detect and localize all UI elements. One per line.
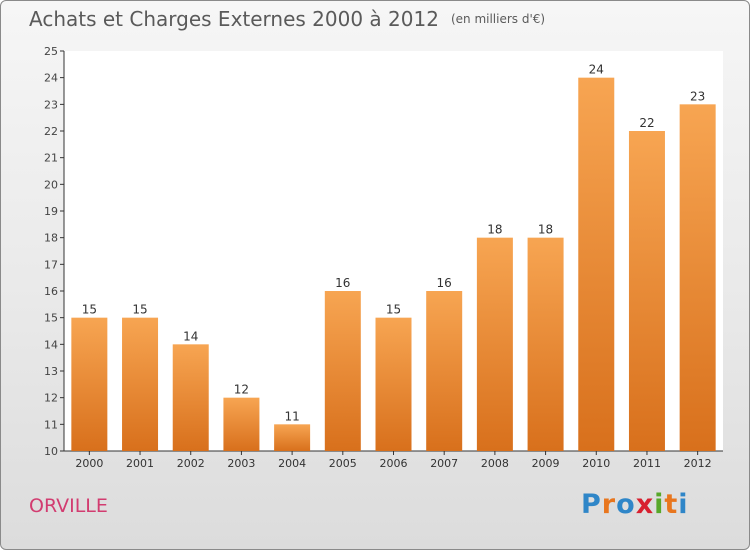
- bar: [679, 104, 716, 451]
- x-tick-label: 2007: [430, 457, 458, 470]
- bar-value-label: 15: [386, 303, 401, 317]
- y-tick-label: 22: [44, 125, 58, 138]
- bar-value-label: 16: [437, 276, 452, 290]
- y-tick-label: 13: [44, 365, 58, 378]
- y-tick-label: 14: [44, 338, 58, 351]
- x-tick-label: 2003: [227, 457, 255, 470]
- bar: [324, 291, 361, 451]
- y-tick-label: 10: [44, 445, 58, 458]
- x-tick-label: 2008: [481, 457, 509, 470]
- chart-title: Achats et Charges Externes 2000 à 2012 (e…: [29, 7, 545, 31]
- bar: [122, 317, 159, 451]
- x-tick-label: 2010: [582, 457, 610, 470]
- x-tick-label: 2006: [380, 457, 408, 470]
- chart-unit: (en milliers d'€): [450, 12, 546, 26]
- x-tick-label: 2001: [126, 457, 154, 470]
- y-tick-label: 24: [44, 72, 58, 85]
- bar-value-label: 24: [589, 63, 604, 77]
- bar-value-label: 11: [284, 409, 299, 423]
- bar: [476, 237, 513, 451]
- bar-value-label: 22: [639, 116, 654, 130]
- bar-value-label: 16: [335, 276, 350, 290]
- chart-title-text: Achats et Charges Externes 2000 à 2012: [29, 7, 439, 31]
- bar-value-label: 12: [234, 383, 249, 397]
- x-tick-label: 2012: [684, 457, 712, 470]
- x-tick-label: 2009: [532, 457, 560, 470]
- bar-value-label: 23: [690, 89, 705, 103]
- y-tick-label: 15: [44, 312, 58, 325]
- y-tick-label: 19: [44, 205, 58, 218]
- bar: [223, 397, 260, 451]
- bar: [375, 317, 412, 451]
- bar-value-label: 18: [538, 223, 553, 237]
- bar-value-label: 15: [132, 303, 147, 317]
- x-tick-label: 2011: [633, 457, 661, 470]
- bar: [527, 237, 564, 451]
- x-tick-label: 2002: [177, 457, 205, 470]
- y-tick-label: 12: [44, 392, 58, 405]
- bar: [71, 317, 108, 451]
- y-tick-label: 18: [44, 232, 58, 245]
- proxiti-logo: Proxiti: [581, 489, 689, 520]
- x-tick-label: 2004: [278, 457, 306, 470]
- y-tick-label: 17: [44, 258, 58, 271]
- y-tick-label: 23: [44, 98, 58, 111]
- y-tick-label: 21: [44, 152, 58, 165]
- bar: [578, 77, 615, 452]
- y-tick-label: 11: [44, 418, 58, 431]
- bar-value-label: 15: [82, 303, 97, 317]
- x-tick-label: 2005: [329, 457, 357, 470]
- bar: [172, 344, 209, 451]
- bar: [426, 291, 463, 451]
- y-tick-label: 25: [44, 45, 58, 58]
- bar-value-label: 14: [183, 329, 198, 343]
- bar: [274, 424, 311, 451]
- bar: [628, 131, 665, 451]
- town-name: ORVILLE: [29, 495, 108, 517]
- bar-value-label: 18: [487, 223, 502, 237]
- y-tick-label: 20: [44, 178, 58, 191]
- y-tick-label: 16: [44, 285, 58, 298]
- x-tick-label: 2000: [75, 457, 103, 470]
